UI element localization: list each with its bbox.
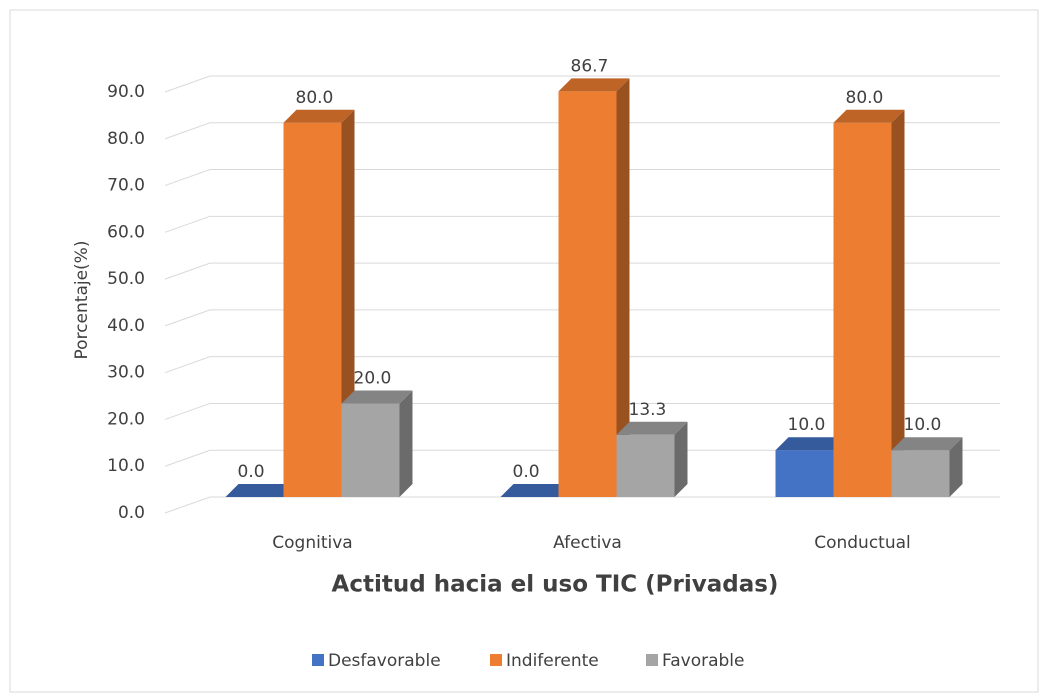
grid-line xyxy=(164,169,1000,187)
y-tick-label: 30.0 xyxy=(107,363,145,383)
bar-front xyxy=(775,450,834,497)
bar-top xyxy=(225,484,297,497)
bar-top xyxy=(558,78,630,92)
grid-line xyxy=(164,262,1000,280)
bar-side xyxy=(399,390,413,497)
y-axis-label: Porcentaje(%) xyxy=(72,241,92,360)
bar-top xyxy=(500,484,572,497)
data-label: 20.0 xyxy=(354,368,392,388)
legend-label: Desfavorable xyxy=(328,651,441,671)
grid-line xyxy=(164,402,1000,420)
bar-top xyxy=(833,109,905,123)
y-tick-label: 20.0 xyxy=(107,409,145,429)
y-tick-label: 80.0 xyxy=(107,129,145,149)
chart-title: Actitud hacia el uso TIC (Privadas) xyxy=(332,572,779,598)
y-tick-label: 60.0 xyxy=(107,222,145,242)
x-tick-label: Conductual xyxy=(814,533,911,553)
bar-front xyxy=(341,403,400,497)
y-tick-label: 90.0 xyxy=(107,82,145,102)
data-label: 0.0 xyxy=(513,462,540,482)
grid-line xyxy=(164,496,1000,514)
x-tick-label: Cognitiva xyxy=(272,533,352,553)
data-label: 0.0 xyxy=(238,462,265,482)
legend-swatch xyxy=(312,654,324,666)
bar-top xyxy=(283,109,355,123)
legend-swatch xyxy=(646,654,658,666)
grid-line xyxy=(164,449,1000,467)
bar xyxy=(341,390,413,497)
data-label: 80.0 xyxy=(296,88,334,108)
bar-side xyxy=(949,437,963,497)
y-tick-label: 10.0 xyxy=(107,456,145,476)
grid-line xyxy=(164,215,1000,233)
bar xyxy=(616,421,688,497)
grid-line xyxy=(164,122,1000,140)
grid-line xyxy=(164,356,1000,374)
legend-label: Indiferente xyxy=(506,651,599,671)
bar xyxy=(891,437,963,497)
y-tick-label: 0.0 xyxy=(118,503,145,523)
data-label: 80.0 xyxy=(846,88,884,108)
legend-label: Favorable xyxy=(662,651,744,671)
data-label: 86.7 xyxy=(571,56,609,76)
bar xyxy=(833,109,905,498)
bar-front xyxy=(891,450,950,497)
bar-side xyxy=(891,109,905,498)
y-tick-label: 70.0 xyxy=(107,176,145,196)
bar-top xyxy=(616,421,688,435)
bar xyxy=(500,484,572,497)
bar-front xyxy=(558,91,617,497)
bar-front xyxy=(283,122,342,498)
data-label: 10.0 xyxy=(904,415,942,435)
grid-line xyxy=(164,309,1000,327)
bar-top xyxy=(341,390,413,404)
x-tick-label: Afectiva xyxy=(553,533,622,553)
bar-top xyxy=(891,437,963,451)
bar-side xyxy=(674,421,688,497)
bar-side xyxy=(616,78,630,497)
bar-top xyxy=(775,437,847,451)
data-label: 10.0 xyxy=(788,415,826,435)
data-label: 13.3 xyxy=(629,400,667,420)
grid-line xyxy=(164,75,1000,93)
bar-front xyxy=(833,122,892,498)
legend-swatch xyxy=(490,654,502,666)
bar xyxy=(558,78,630,497)
bar xyxy=(225,484,297,497)
y-tick-label: 40.0 xyxy=(107,316,145,336)
bar-front xyxy=(616,434,675,497)
y-tick-label: 50.0 xyxy=(107,269,145,289)
